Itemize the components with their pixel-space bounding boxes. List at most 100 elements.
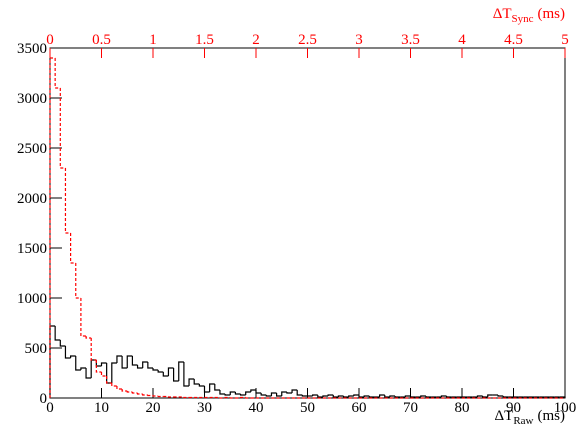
y-tick-label: 1000 [17, 291, 47, 307]
histogram-bin [198, 384, 205, 387]
histogram-bin [157, 395, 164, 398]
x-axis-unit: (ms) [538, 408, 566, 424]
histogram-bin [214, 384, 220, 391]
y-tick-label: 0 [40, 391, 48, 407]
y-tick-label: 3500 [17, 41, 47, 57]
histogram-bin [368, 396, 375, 398]
x-tick-label: 30 [197, 400, 212, 416]
x2-tick-label: 1 [149, 32, 157, 48]
histogram-bin [152, 395, 159, 397]
histogram-bin [404, 395, 411, 397]
histogram-bin [379, 394, 385, 397]
x2-tick-label: 1.5 [195, 32, 214, 48]
x2-axis-sub: Sync [512, 13, 534, 25]
histogram-bin [178, 361, 184, 381]
histogram-bin [121, 389, 128, 392]
histogram-bin [389, 395, 396, 397]
x2-axis-unit: (ms) [538, 6, 566, 22]
histogram-bin [147, 394, 153, 397]
histogram-bin [193, 379, 200, 385]
histogram-bin [90, 338, 97, 361]
histogram-bin [136, 393, 143, 395]
histogram-bin [116, 386, 123, 390]
y-tick-label: 1500 [17, 241, 47, 257]
histogram-bin [85, 368, 92, 379]
histogram-bin [312, 394, 318, 396]
histogram-bin [85, 336, 92, 339]
histogram-bin [291, 389, 298, 393]
histogram-bin [75, 356, 81, 371]
y-tick-label: 2500 [17, 141, 47, 157]
histogram-bin [301, 395, 308, 397]
histogram-bin [49, 57, 56, 398]
histogram-bin [394, 396, 401, 398]
histogram-bin [239, 396, 246, 399]
histogram-bin [245, 391, 251, 395]
histogram-bin [167, 367, 174, 376]
histogram-bin [286, 392, 293, 394]
histogram-bin [229, 391, 236, 395]
histogram-bin [142, 394, 148, 396]
histogram-bin [106, 376, 112, 384]
histogram-bin [183, 396, 190, 399]
histogram-bin [322, 395, 329, 397]
histogram-bin [487, 394, 493, 397]
x2-tick-label: 2.5 [298, 32, 317, 48]
histogram-bin [281, 391, 287, 396]
x2-tick-label: 2 [252, 32, 260, 48]
x-tick-label: 20 [146, 400, 161, 416]
histogram-bin [111, 383, 117, 387]
x-tick-label: 90 [506, 400, 521, 416]
histogram-bin [420, 395, 426, 397]
x-axis-title: ΔTRaw (ms) [495, 408, 565, 427]
x-tick-label: 60 [352, 400, 367, 416]
x2-tick-label: 0.5 [92, 32, 111, 48]
histogram-bin [183, 362, 190, 387]
histogram-bin [54, 326, 61, 341]
histogram-bin [234, 392, 241, 395]
histogram-bin [276, 393, 282, 397]
histogram-bin [131, 392, 138, 394]
histogram-bin [296, 390, 303, 396]
x-tick-label: 100 [554, 400, 577, 416]
histogram-bin [80, 367, 87, 370]
histogram-bin [445, 396, 452, 398]
y-tick-label: 2000 [17, 191, 47, 207]
histogram-bin [502, 396, 509, 398]
histogram-bin [147, 362, 153, 369]
histogram-bin [173, 368, 179, 382]
histogram-bin [353, 394, 359, 396]
x-tick-label: 80 [455, 400, 470, 416]
histogram-bin [75, 263, 81, 299]
histogram-bin [342, 396, 349, 398]
histogram-bin [425, 396, 432, 398]
histogram-bin [162, 372, 169, 377]
histogram-bin [59, 340, 66, 347]
histogram-bin [260, 393, 267, 396]
histogram-bin [229, 397, 236, 399]
x-tick-label: 0 [46, 400, 54, 416]
x2-tick-label: 3 [355, 32, 363, 48]
histogram-bin [203, 386, 210, 393]
histogram-bin [157, 370, 164, 373]
histogram-bin [409, 396, 416, 398]
histogram-bin [188, 378, 195, 386]
x-tick-label: 40 [249, 400, 264, 416]
histogram-bin [95, 360, 102, 373]
x-axis-symbol: ΔT [495, 408, 514, 424]
histogram-bin [224, 394, 231, 396]
histogram-bin [80, 298, 87, 337]
histogram-bin [142, 361, 148, 368]
histogram-bin [497, 395, 504, 397]
x2-tick-label: 3.5 [401, 32, 420, 48]
histogram-bin [270, 392, 277, 396]
histogram-bin [348, 395, 354, 397]
histogram-bin [111, 362, 117, 383]
y-tick-label: 500 [25, 341, 48, 357]
histogram-bin [54, 58, 61, 89]
histogram-bin [64, 168, 71, 234]
histogram-bin [59, 88, 66, 169]
x2-tick-label: 4 [458, 32, 466, 48]
histogram-bin [265, 395, 272, 397]
histogram-bin [100, 372, 107, 377]
